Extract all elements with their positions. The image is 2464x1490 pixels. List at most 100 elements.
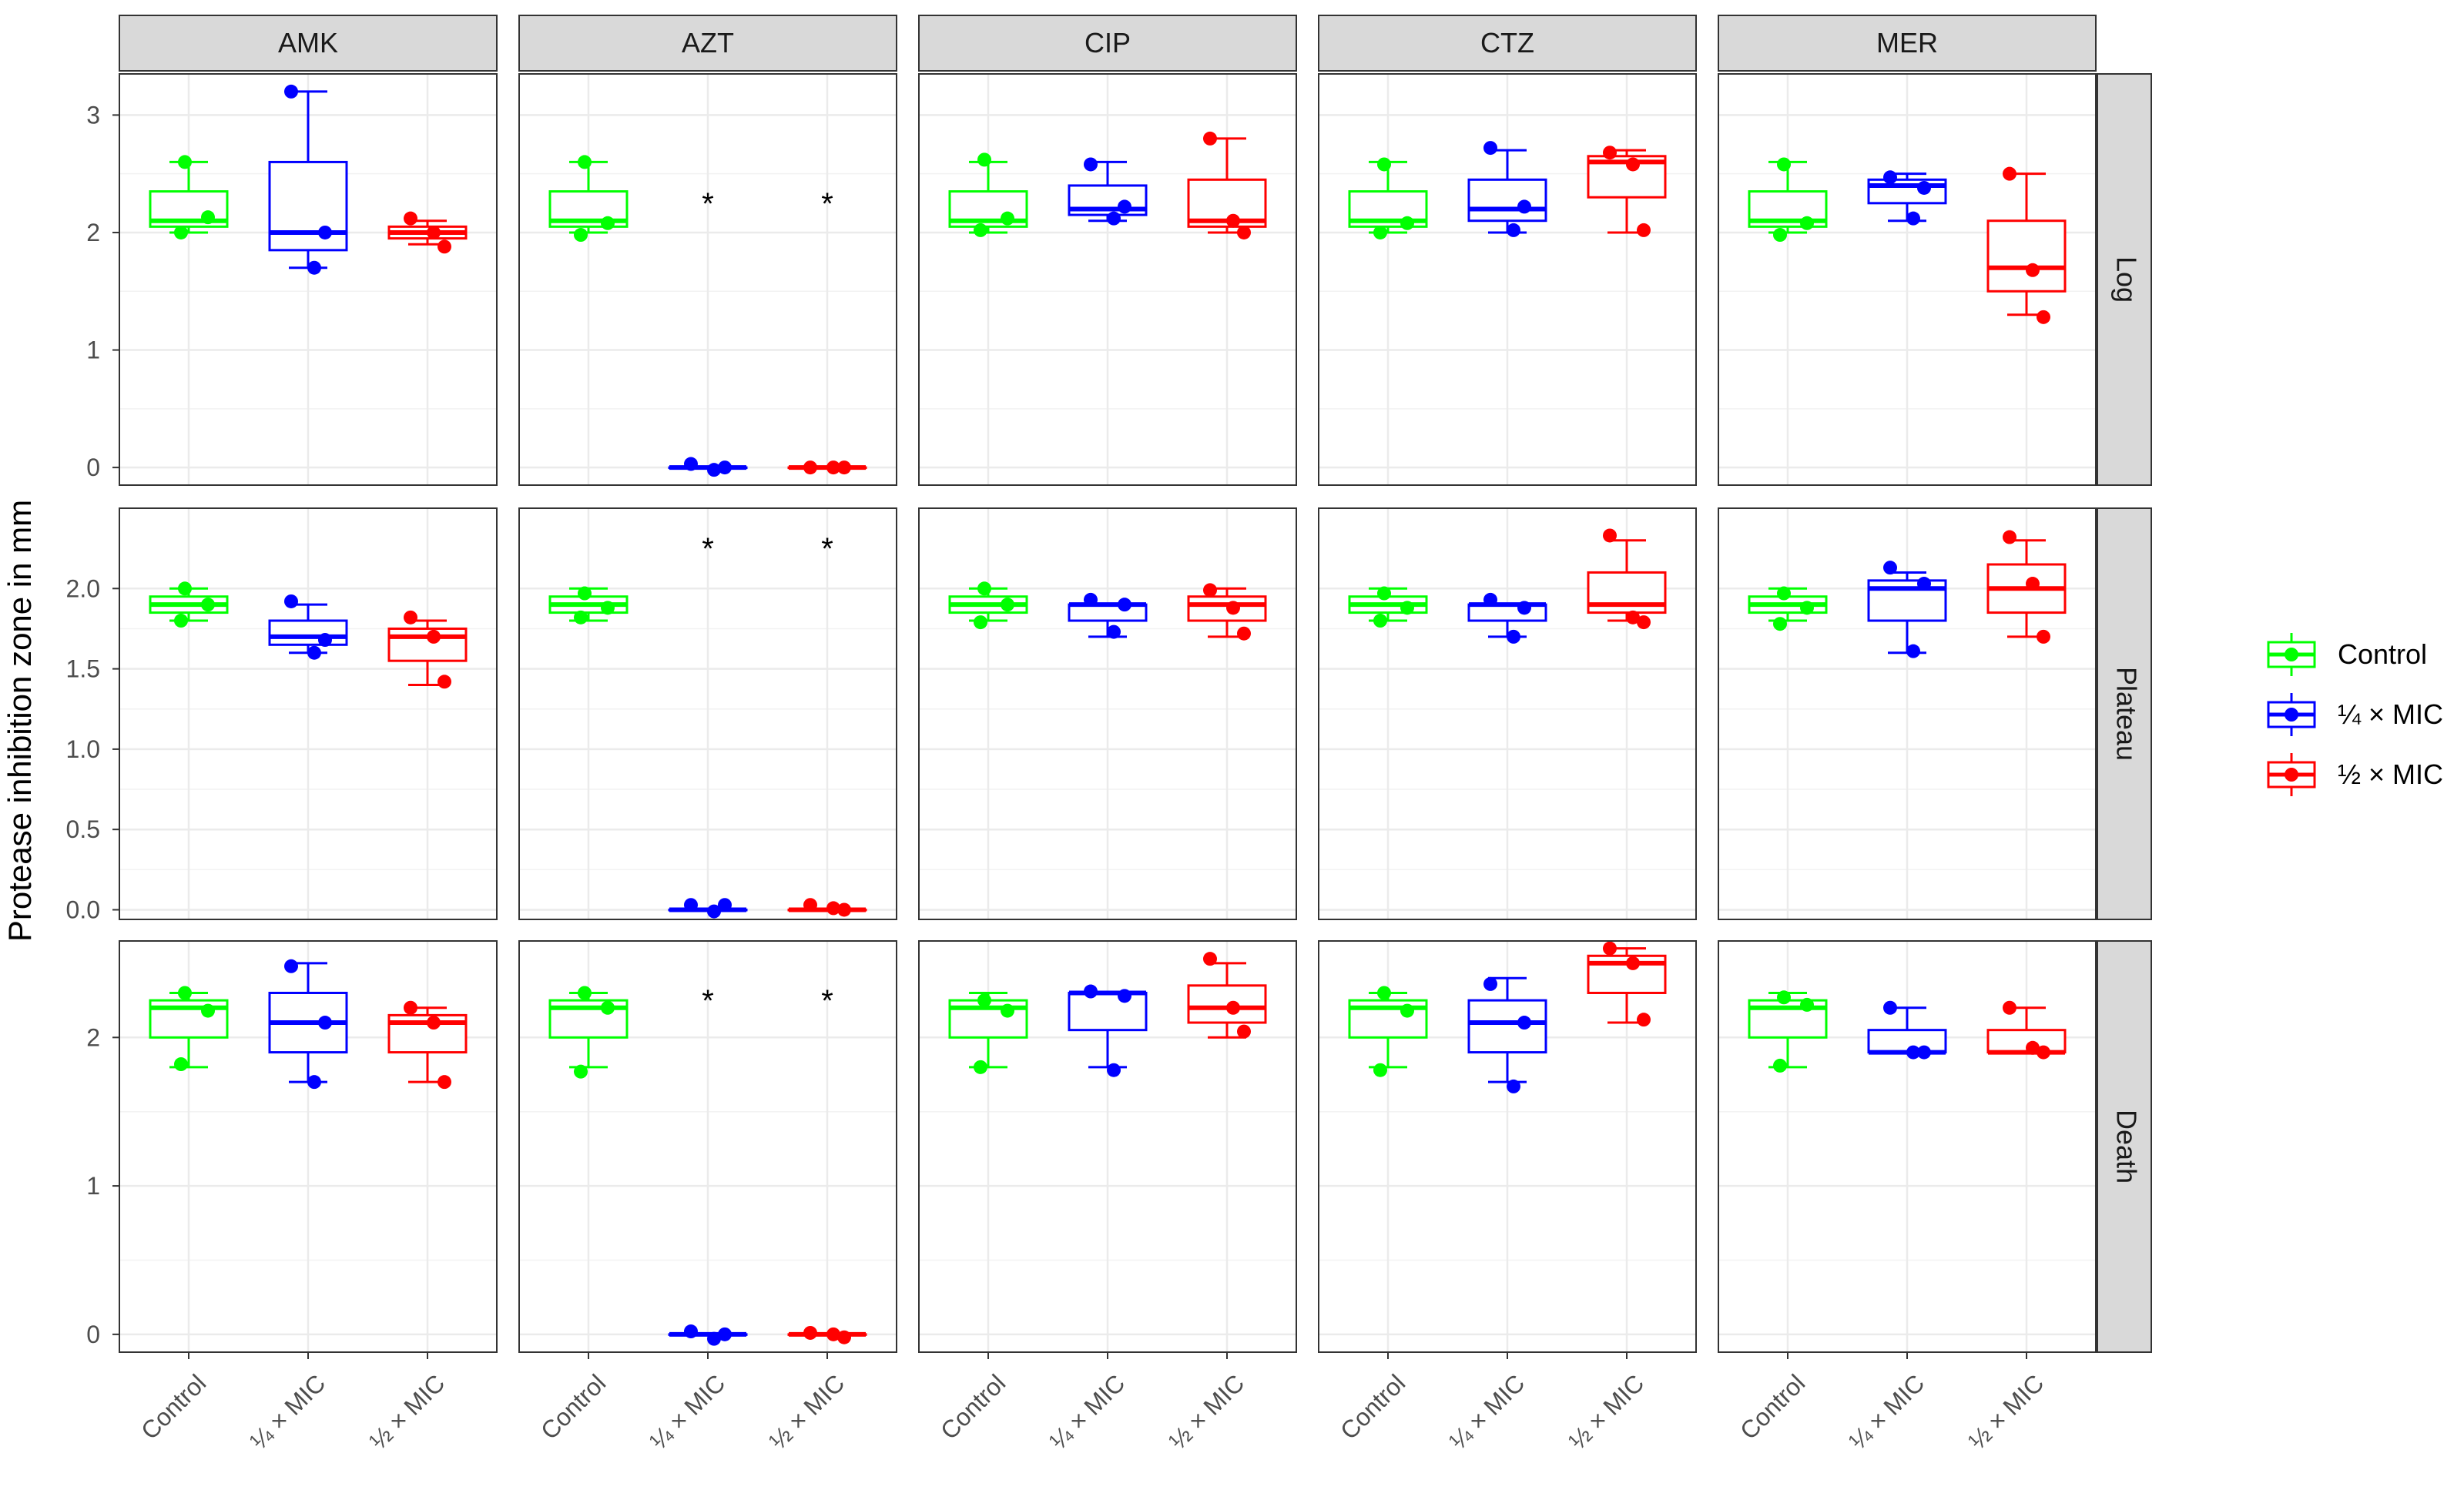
box-group-azt-death-control (548, 986, 629, 1079)
legend-item-half-mic: ½ × MIC (2267, 753, 2443, 796)
strip-right-log (2097, 73, 2152, 486)
data-point-0 (1483, 141, 1497, 156)
y-tick-label-log-0: 0 (86, 454, 100, 481)
box (1467, 999, 1547, 1054)
y-tick-label-log-3: 3 (86, 101, 100, 129)
box (1467, 178, 1547, 223)
data-point-0 (803, 898, 817, 912)
data-point-2 (307, 645, 321, 660)
data-point-0 (1777, 586, 1791, 601)
data-point-1 (318, 1016, 332, 1030)
panel-border-ctz-log (1318, 73, 1697, 486)
data-point-1 (2026, 577, 2040, 591)
box-group-amk-death-quarter-x-mic (268, 959, 348, 1090)
y-tick-label-log-2: 2 (86, 219, 100, 246)
data-point-2 (1637, 615, 1651, 630)
box-group-mer-death-quarter-x-mic (1867, 1000, 1947, 1060)
data-point-1 (718, 898, 732, 912)
data-point-0 (977, 993, 991, 1008)
data-point-1 (1001, 211, 1014, 226)
strip-top-label-cip: CIP (1084, 27, 1131, 59)
data-point-1 (427, 629, 441, 644)
data-point-2 (1373, 225, 1387, 239)
data-point-2 (437, 239, 451, 254)
data-point-2 (837, 1330, 851, 1344)
data-point-2 (1107, 211, 1121, 226)
data-point-0 (284, 959, 298, 973)
data-point-0 (2003, 530, 2016, 544)
data-point-2 (1237, 225, 1251, 239)
data-point-0 (404, 211, 417, 226)
box-group-ctz-log-control (1348, 157, 1428, 239)
y-tick-label-death-1: 1 (86, 1172, 100, 1200)
strip-top-label-azt: AZT (682, 27, 734, 59)
data-point-2 (574, 610, 588, 624)
legend-item-control: Control (2267, 633, 2427, 676)
box-group-mer-death-half-x-mic (1986, 1000, 2067, 1060)
data-point-2 (2037, 629, 2050, 644)
data-point-2 (174, 614, 188, 628)
data-point-1 (2026, 1040, 2040, 1055)
strip-right-label-plateau: Plateau (2110, 667, 2142, 761)
data-point-2 (574, 228, 588, 243)
data-point-0 (684, 457, 698, 471)
data-point-0 (1084, 984, 1098, 999)
box-group-cip-plateau-quarter-x-mic (1068, 592, 1148, 639)
data-point-0 (1603, 528, 1617, 543)
data-point-0 (1483, 976, 1497, 991)
data-point-1 (1118, 989, 1131, 1003)
data-point-1 (1001, 598, 1014, 612)
data-point-2 (1637, 1013, 1651, 1027)
data-point-1 (318, 633, 332, 648)
data-point-1 (1626, 956, 1640, 970)
data-point-1 (1800, 997, 1814, 1012)
data-point-2 (2037, 310, 2050, 324)
box-group-azt-plateau-quarter-x-mic (668, 898, 748, 919)
data-point-1 (1626, 157, 1640, 172)
data-point-2 (437, 675, 451, 689)
significance-star-azt-log-quarter-x-mic: * (702, 187, 714, 221)
data-point-2 (1507, 223, 1520, 237)
box-group-amk-plateau-quarter-x-mic (268, 594, 348, 660)
y-tick-label-plateau-1: 0.5 (66, 815, 100, 843)
data-point-1 (718, 1327, 732, 1341)
y-tick-label-death-2: 2 (86, 1023, 100, 1051)
data-point-0 (1777, 157, 1791, 172)
data-point-2 (307, 1075, 321, 1090)
data-point-1 (826, 1327, 840, 1341)
data-point-0 (1883, 170, 1897, 185)
data-point-0 (2003, 166, 2016, 181)
data-point-0 (1084, 592, 1098, 607)
box (1467, 603, 1547, 622)
data-point-0 (1203, 952, 1217, 966)
panel-border-ctz-plateau (1318, 507, 1697, 920)
data-point-1 (1917, 1045, 1931, 1060)
data-point-0 (178, 581, 192, 596)
data-point-2 (1373, 614, 1387, 628)
data-point-2 (1773, 1058, 1787, 1073)
box-group-azt-log-half-x-mic (787, 460, 867, 475)
data-point-1 (1118, 199, 1131, 214)
box-group-cip-log-control (948, 152, 1028, 237)
data-point-0 (578, 155, 592, 169)
box (1867, 1029, 1947, 1054)
box-group-amk-death-control (149, 986, 229, 1072)
legend-key-point (2285, 708, 2298, 722)
data-point-0 (803, 460, 817, 475)
panel-border-mer-log (1718, 73, 2097, 486)
box-group-ctz-plateau-control (1348, 586, 1428, 628)
data-point-2 (1507, 629, 1520, 644)
data-point-0 (1883, 1000, 1897, 1015)
y-axis-title: Protease inhibition zone in mm (2, 500, 38, 942)
panel-border-azt-plateau (518, 507, 897, 920)
significance-star-azt-death-half-x-mic: * (821, 984, 833, 1018)
legend-label: ½ × MIC (2338, 758, 2443, 790)
data-point-2 (1906, 1045, 1920, 1060)
data-point-1 (1800, 216, 1814, 230)
strip-top-label-ctz: CTZ (1480, 27, 1534, 59)
data-point-2 (1237, 1024, 1251, 1039)
legend-label: Control (2338, 638, 2427, 670)
significance-star-azt-plateau-quarter-x-mic: * (702, 532, 714, 566)
box-group-ctz-death-quarter-x-mic (1467, 976, 1547, 1093)
